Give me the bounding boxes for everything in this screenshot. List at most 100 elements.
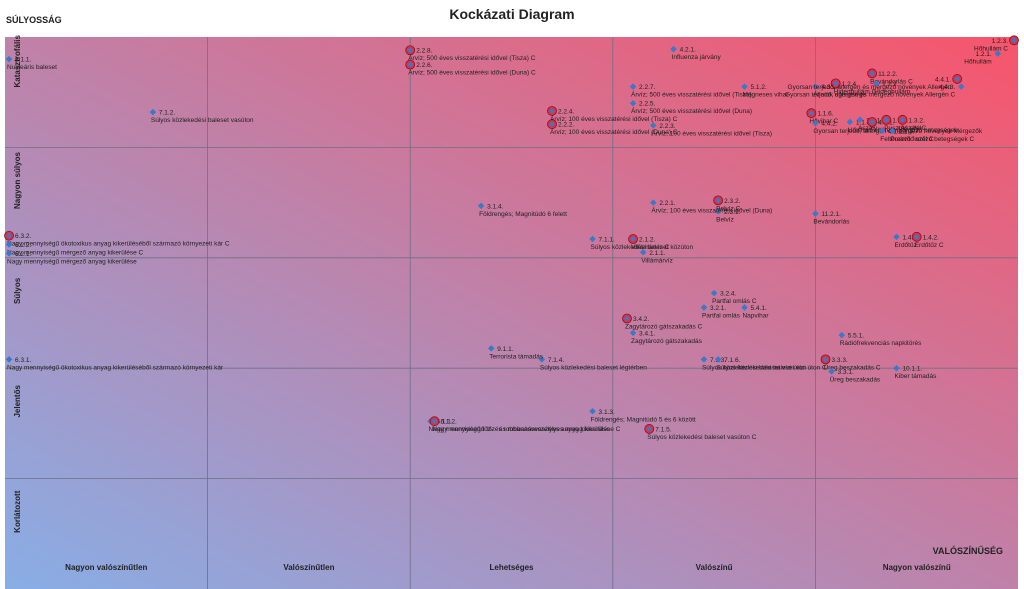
risk-point: 1.1.4.Pusztító szél C	[889, 127, 934, 143]
x-axis-name: VALÓSZÍNŰSÉG	[933, 545, 1003, 556]
point-code-label: 3.3.1.	[838, 369, 854, 376]
point-marker-diamond	[5, 241, 13, 248]
risk-point: 2.2.8.Árvíz; 500 éves visszatérési időve…	[405, 45, 536, 62]
point-marker-diamond	[589, 235, 596, 243]
point-name-label: Hideghullám	[874, 88, 910, 95]
point-code-label: 6.1.2.	[441, 419, 457, 426]
point-marker-diamond	[549, 108, 555, 114]
point-marker-diamond	[832, 80, 839, 87]
point-code-label: 6.2.1.	[15, 251, 31, 258]
point-code-label: 1.2.3.	[992, 38, 1008, 45]
point-marker-diamond	[913, 233, 920, 240]
point-code-label: 2.2.2.	[558, 122, 574, 129]
point-code-label: 1.1.3.	[856, 120, 872, 127]
point-code-label: 2.1.2.	[639, 237, 655, 244]
x-category-label: Nagyon valószínűtlen	[65, 563, 147, 572]
risk-point: 3.2.4.Partfal omlás C	[710, 289, 757, 305]
point-code-label: 4.4.3.	[939, 84, 955, 91]
risk-point: 2.1.2.Villámárvíz C	[628, 234, 670, 251]
point-code-label: 4.3.1.	[821, 84, 837, 91]
x-category-label: Valószínű	[696, 563, 733, 572]
point-marker-diamond	[838, 331, 845, 339]
risk-point: 2.3.2.Belvíz C	[713, 195, 741, 212]
point-name-label: Villámárvíz C	[631, 244, 669, 251]
point-name-label: Súlyos közlekedési baleset vízi úton C	[716, 364, 827, 371]
point-name-label: Üreg beszakadás C	[824, 363, 881, 371]
point-name-label: Partfal omlás C	[712, 298, 757, 305]
x-category-label: Nagyon valószínű	[883, 563, 951, 572]
point-code-label: 11.2.1.	[821, 211, 841, 218]
point-marker-diamond	[954, 76, 961, 82]
point-name-label: Belvíz C	[716, 205, 741, 212]
point-marker-diamond	[630, 236, 636, 242]
point-marker-diamond	[549, 121, 555, 128]
y-axis-name: SÚLYOSSÁG	[6, 14, 62, 25]
point-code-label: 3.4.1.	[639, 330, 655, 337]
risk-point: 2.2.5.Árvíz; 500 éves visszatérési időve…	[629, 99, 752, 115]
point-code-label: 6.1.1.	[436, 419, 452, 426]
point-name-label: Nagy mennyiségű ökotoxikus anyag kikerül…	[7, 241, 230, 248]
point-name-label: Súlyos közlekedési baleset légtérben	[540, 364, 647, 371]
point-marker-diamond	[710, 289, 718, 297]
point-code-label: 1.4.2.	[923, 234, 939, 241]
point-name-label: Gyorsan terjedő, allergén és mérgező növ…	[788, 84, 952, 91]
point-name-label: Villámárvíz	[641, 257, 673, 264]
point-marker-diamond	[629, 99, 637, 107]
point-marker-diamond	[5, 55, 13, 63]
point-name-label: Nagy mennyiségű tűz- és robbanásveszélye…	[428, 426, 610, 433]
point-code-label: 4.1.2.	[888, 128, 904, 135]
risk-point: 3.3.3.Üreg beszakadás C	[820, 354, 881, 371]
point-code-label: 6.3.1.	[15, 357, 31, 364]
point-marker-diamond	[714, 208, 722, 215]
point-marker-diamond	[700, 304, 708, 311]
risk-point: 2.2.2.Árvíz; 100 éves visszatérési időve…	[547, 119, 678, 136]
point-code-label: 2.2.3.	[659, 123, 675, 130]
risk-point: 7.1.4.Súlyos közlekedési baleset légtérb…	[538, 356, 647, 371]
point-code-label: 8.1.1.	[15, 57, 31, 64]
risk-point: 4.1.2.Feltörekvő fertőző betegségek C	[879, 127, 975, 143]
point-marker-diamond	[715, 197, 721, 204]
point-code-label: 7.1.2.	[159, 110, 175, 117]
point-marker-diamond	[883, 116, 890, 123]
risk-point: 3.2.1.Partfal omlás	[700, 304, 741, 319]
point-marker-diamond	[487, 345, 495, 352]
point-code-label: 7.1.1.	[599, 237, 615, 244]
risk-point: 5.4.1.Napvihar	[741, 304, 769, 319]
point-code-label: 6.3.2.	[15, 233, 31, 240]
risk-point: 2.1.1.Villámárvíz	[639, 249, 673, 264]
point-name-label: Nukleáris baleset	[7, 64, 57, 71]
y-category-label: Súlyos	[13, 277, 22, 304]
point-name-label: Üreg beszakadás	[830, 376, 881, 384]
point-name-label: Erdőtűz C	[915, 242, 944, 249]
point-name-label: Árvíz; 100 éves visszatérési idővel (Dun…	[550, 127, 678, 136]
point-code-label: 2.2.5.	[639, 101, 655, 108]
point-name-label: Árvíz; 500 éves visszatérési idővel (Tis…	[631, 90, 752, 99]
point-name-label: Pusztító szél C	[890, 136, 934, 143]
point-marker-diamond	[869, 70, 875, 77]
point-code-label: 3.1.4.	[487, 203, 503, 210]
y-category-label: Nagyon súlyos	[13, 152, 22, 209]
point-code-label: 7.1.5.	[655, 426, 671, 433]
point-name-label: Nagy mennyiségű ökotoxikus anyag kikerül…	[7, 364, 224, 371]
point-code-label: 1.1.6.	[817, 111, 833, 118]
risk-point: 5.5.1.Rádiófrekvenciás napkitörés	[838, 331, 922, 347]
point-code-label: 9.1.1.	[497, 346, 513, 353]
point-marker-diamond	[639, 249, 647, 256]
point-code-label: 2.2.6.	[416, 62, 432, 69]
point-name-label: Árvíz; 500 éves visszatérési idővel (Dun…	[631, 106, 752, 115]
point-name-label: Hővihar C	[809, 118, 838, 125]
point-marker-diamond	[893, 233, 900, 241]
point-marker-diamond	[700, 356, 708, 363]
point-code-label: 2.2.7.	[639, 84, 655, 91]
risk-point: 4.4.1.Gyorsan terjedő, allergén és mérge…	[788, 74, 963, 91]
point-name-label: Zagytározó gátszakadás C	[625, 324, 703, 331]
point-marker-diamond	[741, 304, 748, 311]
point-marker-diamond	[899, 116, 906, 123]
point-marker-diamond	[714, 356, 722, 363]
point-code-label: 1.2.2.	[882, 81, 898, 88]
point-code-label: 1.2.4.	[842, 81, 858, 88]
point-name-label: Árvíz; 100 éves visszatérési idővel (Tis…	[550, 114, 678, 123]
point-code-label: 5.5.1.	[848, 333, 864, 340]
point-name-label: Nagy mennyiségű tűz- és robbanásveszélye…	[433, 426, 621, 433]
